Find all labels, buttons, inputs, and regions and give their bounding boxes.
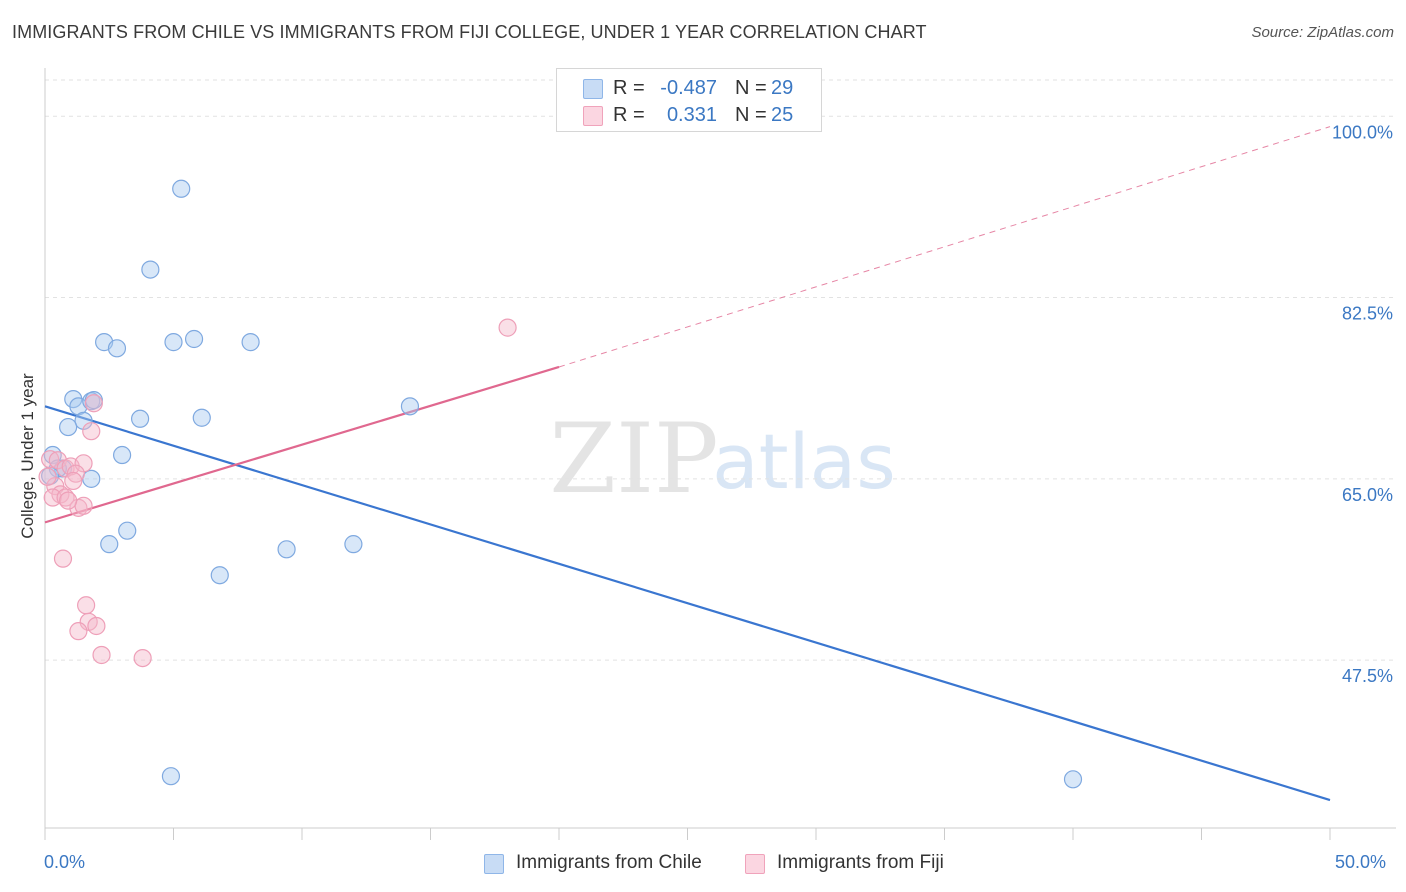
data-point-fiji	[59, 491, 78, 510]
legend-r-value: -0.487	[660, 77, 717, 99]
chart-source: Source: ZipAtlas.com	[1251, 24, 1394, 41]
data-point-fiji	[92, 645, 111, 665]
watermark-zip: ZIP	[549, 403, 718, 515]
y-tick-label: 100.0%	[1332, 122, 1393, 142]
data-point-fiji	[74, 496, 93, 515]
data-points	[38, 179, 1083, 789]
bottom-legend-label-chile: Immigrants from Chile	[516, 852, 702, 873]
data-point-chile	[112, 445, 132, 465]
data-point-fiji	[84, 394, 103, 413]
y-tick-label: 65.0%	[1342, 485, 1393, 505]
chart-title: IMMIGRANTS FROM CHILE VS IMMIGRANTS FROM…	[12, 22, 927, 42]
data-point-chile	[59, 417, 78, 437]
data-point-fiji	[77, 596, 96, 615]
data-point-chile	[192, 408, 211, 427]
data-point-fiji	[56, 488, 75, 507]
legend-swatch-chile	[583, 79, 603, 99]
data-point-chile	[400, 397, 420, 416]
legend-n-value: 29	[771, 77, 794, 99]
data-point-chile	[164, 333, 183, 352]
legend-r-value: 0.331	[666, 104, 717, 126]
y-tick-label: 47.5%	[1342, 666, 1393, 686]
trend-lines	[44, 126, 1331, 802]
trend-line-extension-fiji	[558, 126, 1331, 368]
legend-n-value: 25	[771, 104, 794, 126]
data-point-chile	[82, 469, 101, 488]
legend-swatch-fiji	[583, 106, 603, 126]
axes	[44, 68, 1396, 840]
data-point-chile	[184, 329, 204, 349]
correlation-legend: R = -0.487 N = 29 R = 0.331 N = 25	[556, 68, 822, 132]
x-tick-label-min: 0.0%	[44, 852, 86, 872]
data-point-fiji	[64, 471, 83, 491]
data-point-chile	[107, 339, 127, 358]
y-tick-labels: 47.5% 65.0% 82.5% 100.0%	[1332, 122, 1393, 686]
data-point-chile	[1063, 770, 1083, 789]
legend-r-label: R =	[613, 77, 645, 99]
bottom-legend-label-fiji: Immigrants from Fiji	[777, 852, 944, 873]
bottom-legend-swatch-chile	[484, 854, 504, 874]
data-point-chile	[141, 260, 160, 279]
data-point-chile	[210, 566, 229, 585]
data-point-fiji	[69, 622, 88, 641]
data-point-chile	[241, 333, 260, 352]
data-point-fiji	[38, 467, 57, 486]
data-point-chile	[277, 540, 296, 559]
gridlines	[45, 79, 1396, 661]
data-point-fiji	[53, 549, 73, 568]
data-point-fiji	[87, 616, 106, 636]
watermark-atlas: atlas	[712, 417, 896, 506]
y-tick-label: 82.5%	[1342, 304, 1393, 324]
data-point-fiji	[41, 450, 60, 469]
data-point-chile	[100, 535, 119, 554]
data-point-fiji	[66, 464, 85, 483]
data-point-chile	[344, 535, 363, 554]
data-point-fiji	[43, 488, 62, 507]
bottom-legend-swatch-fiji	[745, 854, 765, 874]
data-point-fiji	[82, 422, 101, 441]
data-point-chile	[118, 521, 137, 540]
trend-line-chile	[44, 405, 1331, 802]
trend-line-fiji	[44, 365, 560, 524]
data-point-fiji	[498, 318, 517, 337]
data-point-chile	[172, 179, 191, 198]
data-point-chile	[130, 409, 150, 428]
legend-n-label: N =	[735, 77, 767, 99]
x-tick-label-max: 50.0%	[1335, 852, 1387, 872]
watermark: ZIP atlas	[549, 403, 895, 515]
legend-r-label: R =	[613, 104, 645, 126]
data-point-fiji	[133, 648, 152, 668]
legend-n-label: N =	[735, 104, 767, 126]
data-point-chile	[161, 767, 181, 786]
